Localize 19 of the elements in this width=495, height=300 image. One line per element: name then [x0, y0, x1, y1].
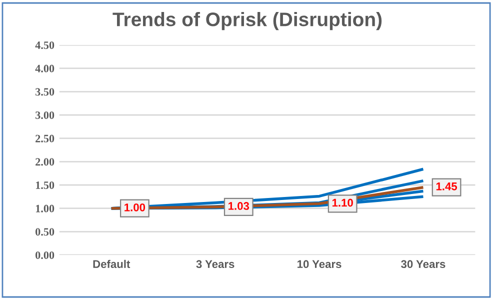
- x-tick-label: 30 Years: [401, 260, 446, 268]
- chart-title: Trends of Oprisk (Disruption): [112, 12, 382, 30]
- y-tick-label: 3.50: [36, 88, 54, 96]
- y-tick-label: 2.50: [36, 134, 54, 142]
- y-tick-label: 3.00: [36, 111, 54, 120]
- data-label: 1.45: [436, 182, 458, 190]
- y-tick-label: 0.50: [36, 228, 54, 236]
- data-label: 1.03: [228, 202, 250, 210]
- y-tick-label: 4.50: [35, 41, 54, 50]
- data-label: 1.10: [332, 198, 353, 207]
- y-tick-label: 4.00: [35, 64, 54, 72]
- x-tick-label: 3 Years: [196, 260, 234, 268]
- y-tick-label: 0.00: [36, 251, 54, 260]
- y-tick-label: 1.00: [36, 204, 54, 212]
- data-label: 1.00: [124, 203, 146, 212]
- x-tick-label: Default: [93, 260, 130, 268]
- y-tick-label: 2.00: [36, 158, 54, 166]
- x-tick-label: 10 Years: [298, 260, 342, 268]
- y-tick-label: 1.50: [36, 181, 54, 190]
